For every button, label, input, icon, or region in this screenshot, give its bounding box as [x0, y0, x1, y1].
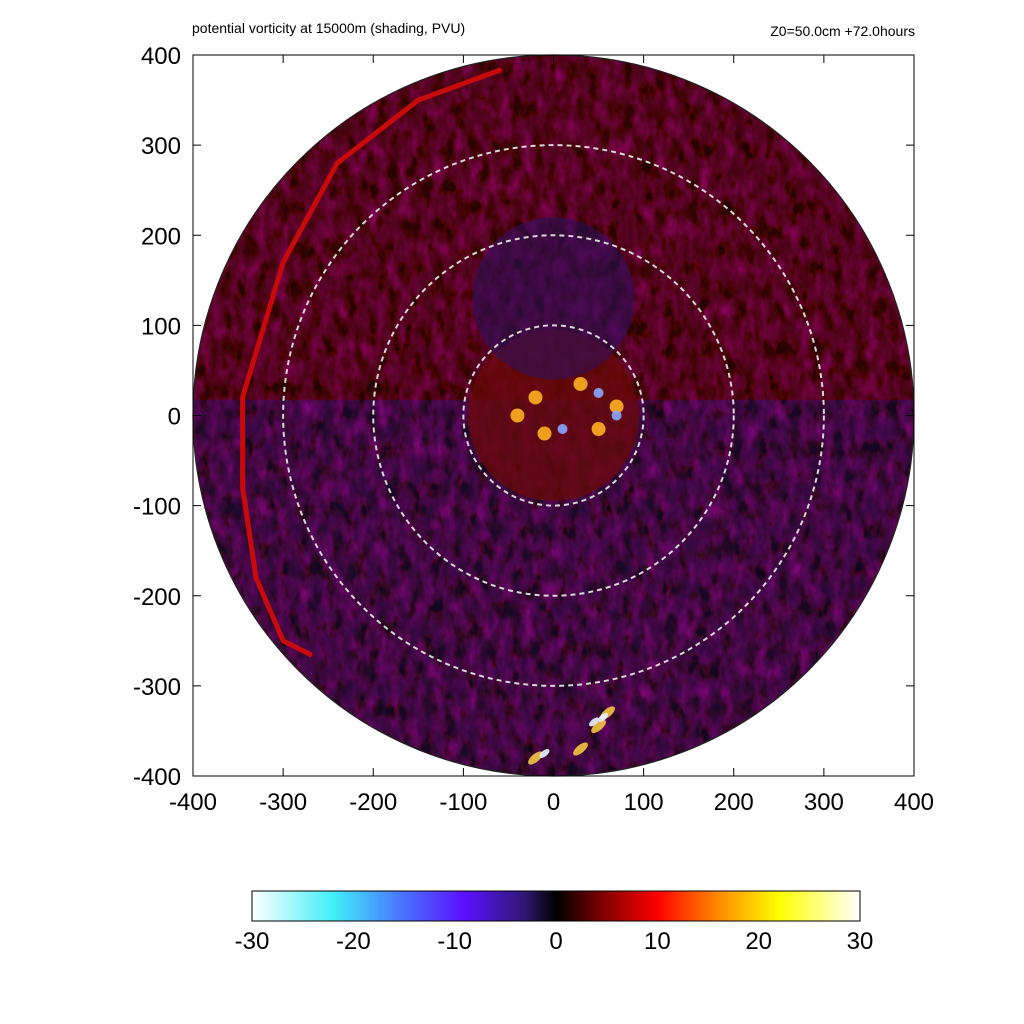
x-tick-label: 400: [894, 789, 934, 816]
pv-cold-streak: [539, 748, 550, 758]
y-tick-label: 200: [141, 223, 181, 250]
y-tick-label: -100: [133, 494, 181, 521]
colorbar-tick-label: -30: [235, 928, 270, 955]
colorbar-tick-label: 0: [549, 928, 562, 955]
reference-circle-300: [282, 144, 825, 687]
y-axis: -400 -300 -200 -100 0 100 200 300 400: [133, 43, 914, 791]
y-tick-label: -200: [133, 584, 181, 611]
outer-red-spiral-arm: [240, 67, 502, 657]
colorbar-tick-label: 20: [745, 928, 772, 955]
pv-hot-spot: [528, 390, 543, 405]
x-axis: -400 -300 -200 -100 0 100 200 300 400: [169, 55, 934, 816]
pv-cold-spot: [593, 387, 604, 398]
pv-hot-spot: [537, 426, 552, 441]
x-tick-label: -400: [169, 789, 217, 816]
pv-cold-streak: [598, 712, 609, 722]
colorbar-gradient: [251, 890, 861, 922]
reference-circle-200: [372, 234, 735, 597]
x-tick-label: -100: [439, 789, 487, 816]
pv-hot-spot: [609, 399, 624, 414]
x-tick-label: 200: [714, 789, 754, 816]
y-tick-label: -400: [133, 764, 181, 791]
chart-title: potential vorticity at 15000m (shading, …: [192, 20, 465, 36]
inner-core-warm-region: [467, 329, 640, 502]
plot-area: -400 -300 -200 -100 0 100 200 300 400 -400 -300 -2…: [133, 43, 934, 816]
colorbar-tick-label: -20: [336, 928, 371, 955]
x-tick-label: 100: [624, 789, 664, 816]
pv-hot-streak: [591, 719, 606, 733]
pv-hot-spot: [573, 376, 588, 391]
colorbar-tick-label: 10: [644, 928, 671, 955]
pv-cold-spot: [557, 424, 568, 435]
pv-hot-spot: [591, 422, 606, 437]
pv-features: [240, 67, 640, 765]
y-tick-label: 0: [168, 404, 181, 431]
x-tick-label: -200: [349, 789, 397, 816]
reference-circles: [282, 144, 825, 687]
x-tick-label: 300: [804, 789, 844, 816]
reference-circle-100: [462, 324, 645, 507]
chart-subtitle: Z0=50.0cm +72.0hours: [770, 23, 915, 39]
x-tick-label: 0: [547, 789, 560, 816]
inner-negative-ring: [472, 217, 635, 380]
colorbar-ticks: -30 -20 -10 0 10 20 30: [235, 928, 874, 955]
colorbar: -30 -20 -10 0 10 20 30: [235, 890, 874, 955]
y-tick-label: 300: [141, 133, 181, 160]
pv-hot-streak: [573, 742, 588, 756]
pv-cold-streak: [589, 717, 600, 727]
y-tick-label: 100: [141, 313, 181, 340]
colorbar-tick-label: 30: [847, 928, 874, 955]
y-tick-label: -300: [133, 674, 181, 701]
pv-cold-spot: [611, 410, 622, 421]
pv-hot-spot: [510, 408, 525, 423]
colorbar-tick-label: -10: [437, 928, 472, 955]
x-tick-label: -300: [259, 789, 307, 816]
pv-hot-streak: [528, 751, 543, 765]
y-tick-label: 400: [141, 43, 181, 70]
